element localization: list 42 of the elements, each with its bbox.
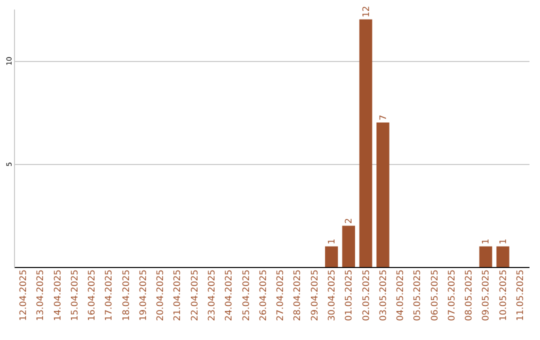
data-label: 12: [362, 6, 372, 18]
x-tick-label: 28.04.2025: [293, 270, 304, 322]
x-tick-label: 08.05.2025: [464, 270, 475, 322]
x-tick-label: 05.05.2025: [413, 270, 424, 322]
x-tick-label: 07.05.2025: [447, 270, 458, 322]
x-tick-label: 18.04.2025: [122, 270, 132, 322]
x-tick-label: 13.04.2025: [36, 270, 46, 322]
x-tick-label: 27.04.2025: [276, 270, 286, 322]
x-tick-label: 15.04.2025: [70, 270, 80, 322]
x-tick-label: 25.04.2025: [242, 270, 252, 322]
x-tick-label: 29.04.2025: [310, 270, 320, 322]
x-tick-label: 12.04.2025: [19, 270, 29, 322]
data-label: 7: [378, 114, 389, 121]
x-tick-label: 02.05.2025: [362, 270, 372, 322]
x-tick-label: 14.04.2025: [53, 270, 64, 322]
x-tick-label: 20.04.2025: [156, 270, 166, 322]
x-tick-label: 11.05.2025: [516, 270, 526, 322]
x-tick-label: 16.04.2025: [88, 270, 98, 322]
bar: [496, 246, 510, 267]
x-tick-label: 22.04.2025: [190, 270, 200, 322]
x-tick-label: 01.05.2025: [344, 270, 355, 322]
data-label: 2: [344, 218, 355, 224]
x-tick-label: 24.04.2025: [224, 270, 235, 322]
data-label: 1: [327, 238, 338, 244]
bar: [359, 19, 372, 267]
x-tick-label: 09.05.2025: [482, 270, 492, 322]
bar: [342, 226, 356, 267]
x-tick-label: 26.04.2025: [258, 270, 269, 322]
bar: [376, 122, 390, 267]
x-tick-label: 30.04.2025: [327, 270, 338, 322]
x-tick-label: 10.05.2025: [498, 270, 509, 322]
x-tick-label: 04.05.2025: [396, 270, 406, 322]
data-label: 1: [498, 238, 509, 244]
x-tick-label: 19.04.2025: [138, 270, 149, 322]
x-tick-label: 23.04.2025: [208, 270, 218, 322]
data-label: 1: [482, 238, 492, 244]
bar: [479, 246, 492, 267]
x-tick-label: 06.05.2025: [430, 270, 440, 322]
bar: [325, 246, 338, 267]
x-tick-label: 03.05.2025: [378, 270, 389, 322]
x-tick-label: 17.04.2025: [104, 270, 115, 322]
x-tick-label: 21.04.2025: [173, 270, 184, 322]
